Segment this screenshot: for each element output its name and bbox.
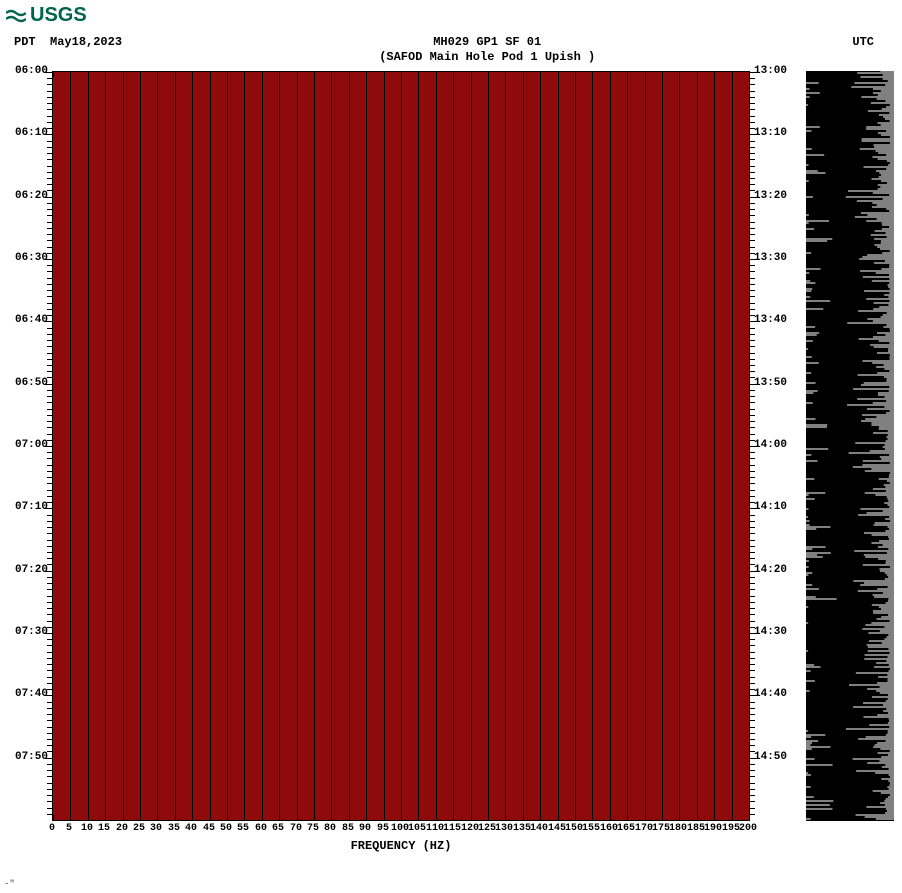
y-left-label: 07:30 xyxy=(4,626,48,638)
y-left-label: 06:50 xyxy=(4,377,48,389)
x-tick-label: 195 xyxy=(722,823,740,834)
x-tick-label: 105 xyxy=(408,823,426,834)
x-tick-label: 20 xyxy=(116,823,128,834)
x-tick-label: 85 xyxy=(342,823,354,834)
x-tick-label: 155 xyxy=(582,823,600,834)
x-tick-label: 10 xyxy=(81,823,93,834)
x-tick-label: 75 xyxy=(307,823,319,834)
y-right-label: 13:50 xyxy=(754,377,798,389)
seismogram-strip xyxy=(806,71,894,821)
y-right-label: 13:10 xyxy=(754,127,798,139)
header-left: PDT May18,2023 xyxy=(14,35,122,65)
y-left-label: 07:20 xyxy=(4,564,48,576)
x-tick-label: 35 xyxy=(168,823,180,834)
x-tick-label: 55 xyxy=(237,823,249,834)
y-right-label: 14:10 xyxy=(754,501,798,513)
x-tick-label: 65 xyxy=(272,823,284,834)
x-tick-label: 25 xyxy=(133,823,145,834)
x-tick-label: 175 xyxy=(652,823,670,834)
y-right-label: 13:20 xyxy=(754,190,798,202)
y-right-label: 13:40 xyxy=(754,314,798,326)
y-left-label: 07:50 xyxy=(4,751,48,763)
x-tick-label: 80 xyxy=(324,823,336,834)
x-axis-title: FREQUENCY (HZ) xyxy=(52,839,750,853)
x-tick-label: 135 xyxy=(513,823,531,834)
x-tick-label: 95 xyxy=(377,823,389,834)
x-tick-label: 45 xyxy=(203,823,215,834)
y-left-label: 06:30 xyxy=(4,252,48,264)
x-tick-label: 100 xyxy=(391,823,409,834)
x-tick-label: 140 xyxy=(530,823,548,834)
x-tick-label: 165 xyxy=(617,823,635,834)
y-left-label: 06:20 xyxy=(4,190,48,202)
x-tick-label: 60 xyxy=(255,823,267,834)
spectrogram-plot xyxy=(52,71,750,821)
usgs-logo-text: USGS xyxy=(30,4,87,27)
y-left-label: 06:00 xyxy=(4,65,48,77)
y-left-label: 07:40 xyxy=(4,688,48,700)
right-tz: UTC xyxy=(852,35,874,65)
left-tz: PDT xyxy=(14,35,36,49)
x-tick-label: 180 xyxy=(669,823,687,834)
header-title: MH029 GP1 SF 01 (SAFOD Main Hole Pod 1 U… xyxy=(379,35,595,65)
x-tick-label: 40 xyxy=(185,823,197,834)
x-tick-label: 120 xyxy=(461,823,479,834)
x-tick-label: 150 xyxy=(565,823,583,834)
x-tick-label: 0 xyxy=(49,823,55,834)
waves-icon xyxy=(6,8,26,24)
y-left-label: 07:10 xyxy=(4,501,48,513)
y-right-label: 13:30 xyxy=(754,252,798,264)
footer-mark: -" xyxy=(4,879,15,889)
y-right-label: 14:50 xyxy=(754,751,798,763)
chart-header: PDT May18,2023 MH029 GP1 SF 01 (SAFOD Ma… xyxy=(0,35,902,65)
y-right-label: 14:00 xyxy=(754,439,798,451)
x-tick-label: 200 xyxy=(739,823,757,834)
x-tick-label: 115 xyxy=(443,823,461,834)
x-tick-label: 15 xyxy=(98,823,110,834)
y-right-label: 14:30 xyxy=(754,626,798,638)
x-tick-label: 170 xyxy=(635,823,653,834)
y-left-label: 06:10 xyxy=(4,127,48,139)
usgs-logo: USGS xyxy=(0,0,902,31)
y-right-label: 14:40 xyxy=(754,688,798,700)
x-tick-label: 185 xyxy=(687,823,705,834)
x-tick-label: 190 xyxy=(704,823,722,834)
x-tick-label: 90 xyxy=(359,823,371,834)
title-line2: (SAFOD Main Hole Pod 1 Upish ) xyxy=(379,50,595,65)
plot-container: 06:0006:1006:2006:3006:4006:5007:0007:10… xyxy=(4,71,898,871)
y-right-label: 14:20 xyxy=(754,564,798,576)
title-line1: MH029 GP1 SF 01 xyxy=(379,35,595,50)
header-date: May18,2023 xyxy=(50,35,122,49)
x-tick-label: 50 xyxy=(220,823,232,834)
x-tick-label: 160 xyxy=(600,823,618,834)
x-tick-label: 110 xyxy=(426,823,444,834)
x-tick-label: 145 xyxy=(548,823,566,834)
x-tick-label: 5 xyxy=(66,823,72,834)
y-left-label: 06:40 xyxy=(4,314,48,326)
y-right-label: 13:00 xyxy=(754,65,798,77)
x-tick-label: 130 xyxy=(495,823,513,834)
x-tick-label: 70 xyxy=(290,823,302,834)
x-tick-label: 125 xyxy=(478,823,496,834)
x-tick-label: 30 xyxy=(150,823,162,834)
y-left-label: 07:00 xyxy=(4,439,48,451)
